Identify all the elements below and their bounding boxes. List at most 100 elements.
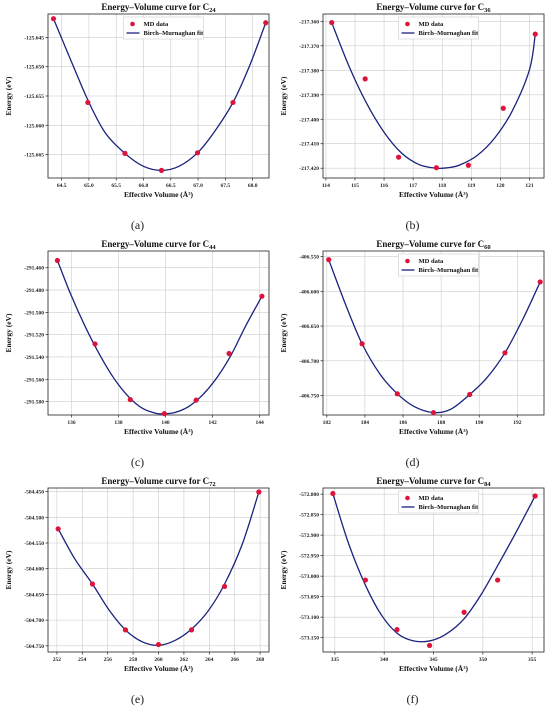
x-axis-label: Effective Volume (Å³) bbox=[399, 190, 468, 199]
legend-marker bbox=[130, 21, 135, 27]
x-tick-label: 117 bbox=[409, 183, 417, 189]
chart-title: Energy–Volume curve for C24 bbox=[101, 2, 216, 14]
y-tick-label: -217.370 bbox=[299, 44, 319, 50]
x-tick-label: 254 bbox=[78, 657, 87, 663]
x-tick-label: 65.0 bbox=[84, 183, 94, 189]
x-tick-label: 66.5 bbox=[166, 183, 176, 189]
y-tick-label: -406.650 bbox=[299, 324, 319, 330]
x-tick-label: 142 bbox=[208, 420, 217, 426]
y-tick-label: -504.450 bbox=[24, 490, 44, 496]
chart-panel: Energy–Volume curve for C36 114 115 116 117 1… bbox=[275, 0, 550, 237]
plot-frame bbox=[47, 250, 270, 416]
y-tick-label: -125.665 bbox=[24, 153, 44, 159]
data-point bbox=[226, 350, 232, 357]
data-point bbox=[537, 279, 543, 285]
fit-curve bbox=[56, 260, 263, 415]
chart-svg: Energy–Volume curve for C24 64.5 65.0 65.5 6… bbox=[4, 2, 270, 199]
data-point bbox=[359, 341, 365, 347]
x-tick-label: 268 bbox=[256, 657, 265, 663]
x-tick-label: 186 bbox=[399, 420, 408, 426]
data-point bbox=[500, 105, 506, 111]
y-tick-label: -125.660 bbox=[24, 123, 44, 129]
data-point bbox=[426, 642, 433, 649]
x-tick-label: 140 bbox=[161, 420, 170, 426]
y-tick-label: -504.650 bbox=[24, 592, 44, 598]
chart-svg: Energy–Volume curve for C44 136 138 140 142 1… bbox=[4, 239, 270, 436]
chart-svg: Energy–Volume curve for C84 335 340 345 350 3… bbox=[279, 476, 545, 673]
panel-caption: (b) bbox=[405, 218, 420, 232]
x-tick-label: 258 bbox=[129, 657, 138, 663]
y-tick-label: -125.655 bbox=[24, 94, 44, 100]
y-tick-label: -573.050 bbox=[299, 595, 319, 601]
y-tick-label: -573.100 bbox=[299, 615, 319, 621]
x-tick-label: 138 bbox=[114, 420, 123, 426]
data-point bbox=[85, 99, 91, 106]
y-tick-label: -572.950 bbox=[299, 554, 319, 560]
y-tick-label: -504.600 bbox=[24, 567, 44, 573]
x-axis-label: Effective Volume (Å³) bbox=[124, 664, 193, 673]
data-point bbox=[188, 627, 195, 633]
chart-svg: Energy–Volume curve for C36 114 115 116 117 1… bbox=[279, 2, 545, 199]
chart-panel: Energy–Volume curve for C84 335 340 345 350 3… bbox=[275, 474, 550, 711]
data-point bbox=[394, 391, 400, 397]
chart-panel: Energy–Volume curve for C60 182 184 186 188 1… bbox=[275, 237, 550, 474]
chart-title: Energy–Volume curve for C84 bbox=[376, 476, 491, 488]
data-point bbox=[330, 490, 336, 497]
legend-label: MD data bbox=[144, 21, 169, 28]
fit-curve bbox=[331, 22, 536, 170]
data-point bbox=[194, 150, 201, 156]
data-point bbox=[230, 99, 236, 106]
y-tick-label: -291.520 bbox=[24, 333, 44, 339]
data-point bbox=[89, 581, 96, 587]
data-point bbox=[54, 257, 61, 264]
y-tick-label: -217.390 bbox=[299, 93, 319, 99]
data-point bbox=[362, 76, 368, 82]
legend-label: MD data bbox=[419, 495, 444, 502]
x-tick-label: 184 bbox=[361, 420, 370, 426]
x-tick-label: 188 bbox=[437, 420, 446, 426]
chart-svg: Energy–Volume curve for C72 252 254 256 258 2… bbox=[4, 476, 270, 673]
data-point bbox=[122, 150, 128, 156]
x-tick-label: 64.5 bbox=[57, 183, 67, 189]
plot-frame bbox=[322, 13, 545, 179]
fit-curve bbox=[52, 18, 267, 172]
x-tick-label: 256 bbox=[104, 657, 113, 663]
legend-label: Birch–Murnaghan fit bbox=[144, 30, 204, 37]
fit-curve bbox=[332, 493, 536, 643]
y-tick-label: -573.150 bbox=[299, 636, 319, 642]
chart-panel: Energy–Volume curve for C24 64.5 65.0 65.5 6… bbox=[0, 0, 275, 237]
chart-svg: Energy–Volume curve for C60 182 184 186 188 1… bbox=[279, 239, 545, 436]
data-point bbox=[55, 526, 61, 532]
fit-curve bbox=[328, 259, 541, 414]
x-tick-label: 119 bbox=[467, 183, 475, 189]
y-tick-label: -573.000 bbox=[299, 574, 319, 580]
legend-label: MD data bbox=[419, 21, 444, 28]
data-point bbox=[193, 397, 199, 403]
x-tick-label: 190 bbox=[475, 420, 484, 426]
data-point bbox=[329, 19, 335, 26]
y-tick-label: -406.700 bbox=[299, 359, 319, 365]
data-point bbox=[155, 641, 162, 648]
x-tick-label: 266 bbox=[231, 657, 240, 663]
chart-panel: Energy–Volume curve for C44 136 138 140 142 1… bbox=[0, 237, 275, 474]
y-axis-label: Energy (eV) bbox=[4, 313, 13, 352]
x-axis-label: Effective Volume (Å³) bbox=[399, 664, 468, 673]
chart-panel: Energy–Volume curve for C72 252 254 256 258 2… bbox=[0, 474, 275, 711]
data-point bbox=[465, 162, 471, 168]
y-tick-label: -291.480 bbox=[24, 288, 44, 294]
legend: MD data Birch–Murnaghan fit bbox=[123, 16, 204, 40]
panel-caption: (d) bbox=[405, 455, 420, 469]
legend-label: Birch–Murnaghan fit bbox=[419, 504, 479, 511]
y-tick-label: -406.750 bbox=[299, 394, 319, 400]
legend-label: Birch–Murnaghan fit bbox=[419, 267, 479, 274]
y-axis-label: Energy (eV) bbox=[279, 313, 288, 352]
y-tick-label: -217.380 bbox=[299, 68, 319, 74]
x-tick-label: 335 bbox=[331, 657, 340, 663]
panel-caption: (e) bbox=[130, 692, 145, 706]
y-tick-label: -217.410 bbox=[299, 142, 319, 148]
x-tick-label: 67.0 bbox=[193, 183, 203, 189]
data-point bbox=[326, 257, 332, 263]
x-tick-label: 114 bbox=[322, 183, 330, 189]
y-axis-label: Energy (eV) bbox=[279, 550, 288, 589]
legend-label: MD data bbox=[419, 258, 444, 265]
